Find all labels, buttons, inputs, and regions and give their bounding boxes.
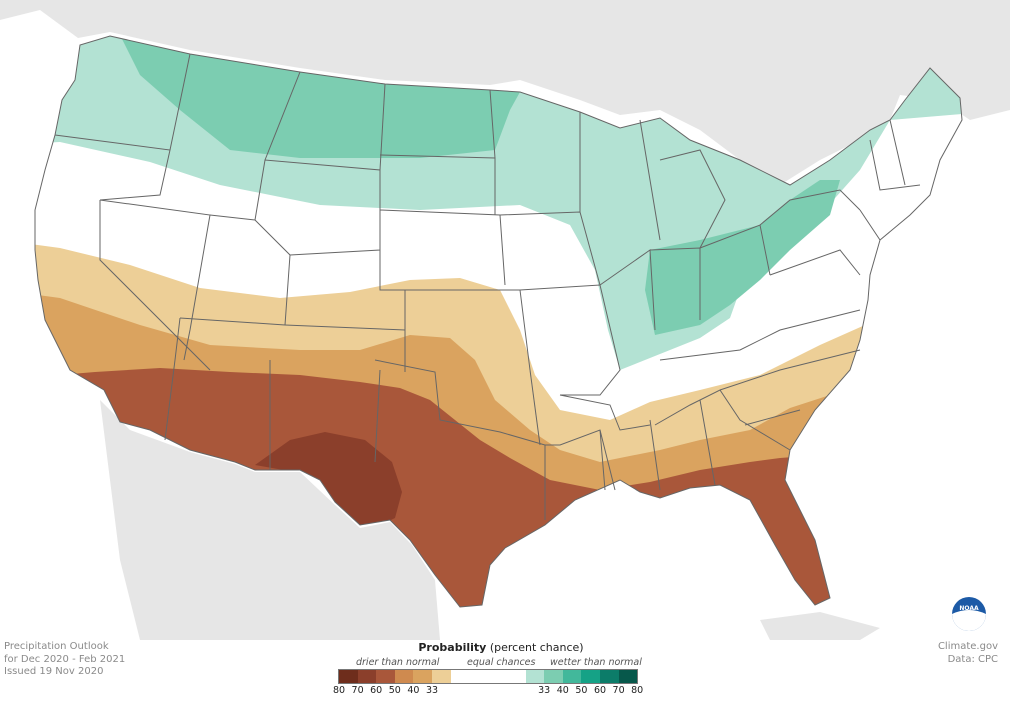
legend-swatch-wetter-80 (618, 670, 638, 683)
legend-tick-drier-60: 60 (370, 685, 383, 696)
drier-60-core (255, 432, 402, 530)
legend-tick-wetter-50: 50 (575, 685, 588, 696)
outlook-title: Precipitation Outlook (4, 641, 109, 652)
svg-text:NOAA: NOAA (959, 605, 979, 612)
legend-tick-drier-80: 80 (332, 685, 346, 696)
outlook-period: for Dec 2020 - Feb 2021 (4, 653, 126, 665)
legend-tick-drier-33: 33 (425, 685, 439, 696)
outlook-issued: Issued 19 Nov 2020 (4, 666, 104, 677)
state-boundaries (34, 35, 963, 608)
legend-tick-wetter-70: 70 (612, 685, 625, 696)
legend-swatch-drier-33 (431, 670, 451, 683)
legend-swatch-drier-80 (339, 670, 358, 683)
legend-drier-label: drier than normal (356, 657, 440, 668)
noaa-logo: NOAA (952, 597, 986, 631)
probability-legend: Probability (percent chance) drier than … (332, 640, 666, 714)
cuba-landmass (760, 612, 880, 640)
wetter-40-north (120, 36, 520, 158)
legend-tick-wetter-40: 40 (556, 685, 569, 696)
credits: Climate.gov Data: CPC (938, 641, 998, 666)
legend-tick-wetter-80: 80 (631, 685, 644, 696)
map-footer: Precipitation Outlook for Dec 2020 - Feb… (0, 640, 1010, 714)
legend-tick-wetter-33: 33 (538, 685, 551, 696)
legend-swatch-drier-40 (413, 670, 432, 683)
canada-landmass (0, 0, 1010, 185)
legend-color-bar (338, 669, 639, 684)
legend-swatch-wetter-50 (562, 670, 582, 683)
outlook-info: Precipitation Outlook for Dec 2020 - Feb… (4, 641, 125, 679)
legend-title: Probability (percent chance) (418, 641, 584, 654)
legend-equal-label: equal chances (467, 657, 536, 668)
legend-wetter-label: wetter than normal (550, 657, 642, 668)
credit-data: Data: CPC (947, 653, 998, 665)
legend-swatch-drier-70 (357, 670, 377, 683)
legend-swatch-drier-50 (394, 670, 414, 683)
wetter-40-ohio (645, 180, 840, 335)
credit-site: Climate.gov (937, 641, 998, 652)
legend-swatch-wetter-60 (581, 670, 600, 683)
mexico-landmass (100, 400, 440, 640)
precipitation-map: NOAA (0, 0, 1010, 640)
legend-swatch-drier-60 (376, 670, 395, 683)
legend-swatch-wetter-33 (525, 670, 545, 683)
legend-tick-drier-40: 40 (407, 685, 420, 696)
legend-swatch-wetter-40 (544, 670, 563, 683)
legend-tick-wetter-60: 60 (593, 685, 607, 696)
legend-swatch-equal (450, 670, 526, 683)
legend-swatch-wetter-70 (599, 670, 619, 683)
legend-tick-drier-70: 70 (351, 685, 364, 696)
legend-tick-drier-50: 50 (388, 685, 401, 696)
